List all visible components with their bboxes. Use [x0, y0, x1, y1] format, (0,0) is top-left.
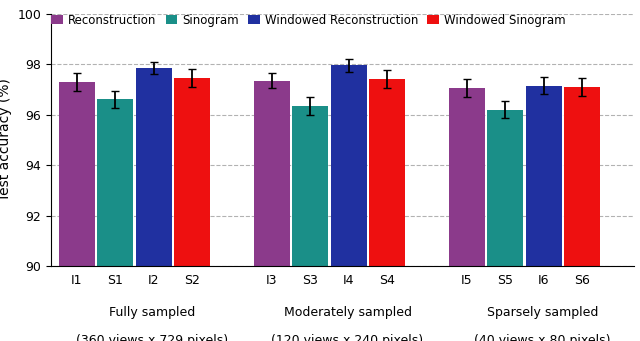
Text: (40 views x 80 pixels): (40 views x 80 pixels) [474, 334, 611, 341]
Bar [564, 87, 600, 266]
Bar [174, 78, 211, 266]
Bar [369, 79, 405, 266]
Bar [292, 106, 328, 266]
Y-axis label: Test accuracy (%): Test accuracy (%) [0, 78, 12, 201]
Bar [97, 100, 133, 266]
Bar [331, 65, 367, 266]
Bar [59, 82, 95, 266]
Bar [136, 68, 172, 266]
Text: Fully sampled: Fully sampled [109, 306, 196, 320]
Text: Moderately sampled: Moderately sampled [284, 306, 412, 320]
Text: Sparsely sampled: Sparsely sampled [487, 306, 598, 320]
Text: (360 views x 729 pixels): (360 views x 729 pixels) [77, 334, 228, 341]
Bar [526, 86, 562, 266]
Legend: Reconstruction, Sinogram, Windowed Reconstruction, Windowed Sinogram: Reconstruction, Sinogram, Windowed Recon… [51, 14, 566, 27]
Bar [487, 109, 524, 266]
Bar [254, 80, 290, 266]
Text: (120 views x 240 pixels): (120 views x 240 pixels) [271, 334, 424, 341]
Bar [449, 88, 484, 266]
